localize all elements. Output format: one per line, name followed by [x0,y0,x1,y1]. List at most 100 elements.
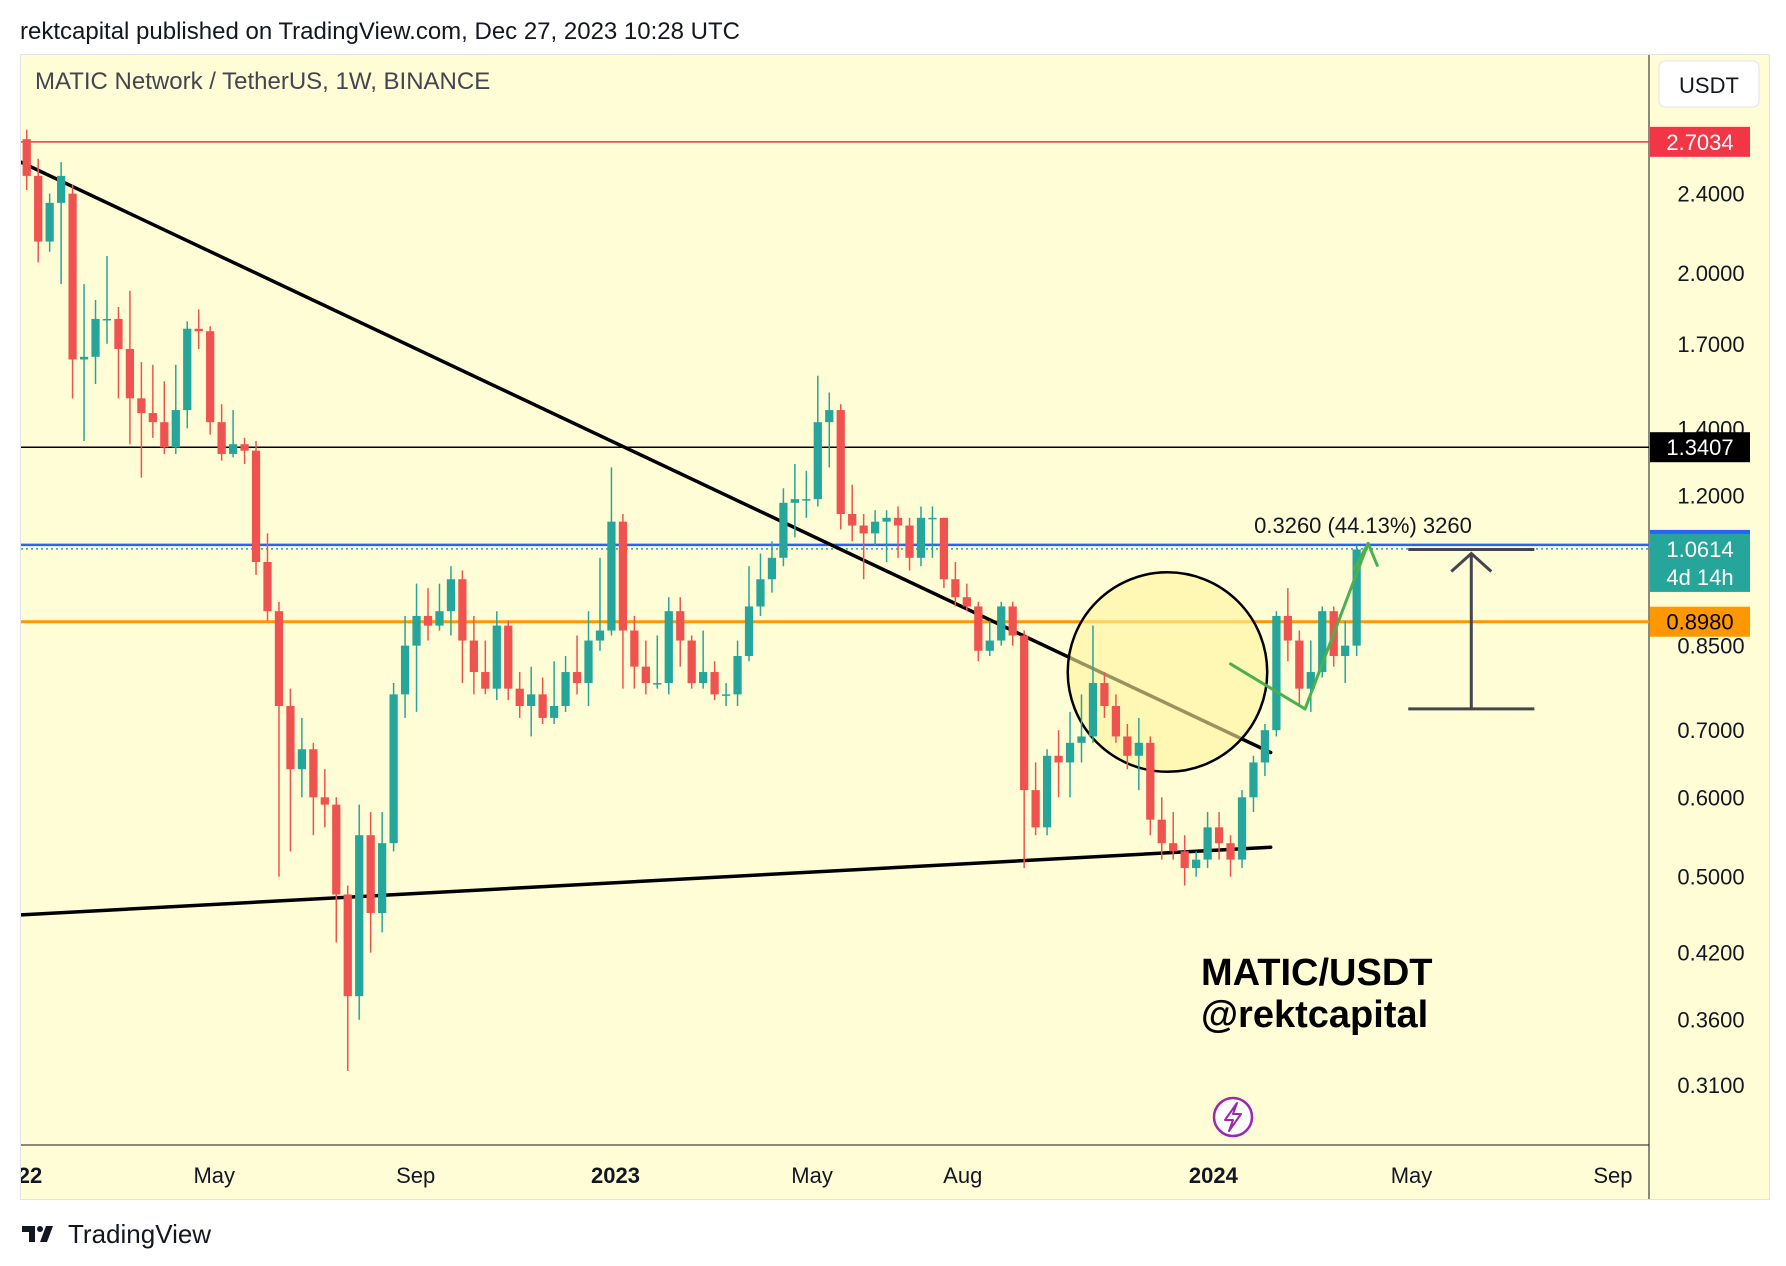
candle-body[interactable] [400,645,410,695]
candle-body[interactable] [515,688,524,706]
candle-body[interactable] [1295,640,1304,689]
price-chart[interactable]: 0.3260 (44.13%) 3260 3.00002.40002.00001… [21,55,1769,1199]
candle-body[interactable] [836,410,845,515]
candle-body[interactable] [378,843,387,913]
candle-body[interactable] [802,499,811,501]
candle-body[interactable] [1352,549,1361,646]
candle-body[interactable] [1100,683,1109,706]
candle-body[interactable] [481,672,490,689]
trendline[interactable] [21,160,1273,755]
candle-body[interactable] [733,656,742,695]
candle-body[interactable] [68,193,77,360]
candle-body[interactable] [435,611,444,626]
candle-body[interactable] [699,672,708,684]
candle-body[interactable] [1306,672,1315,689]
candle-body[interactable] [618,521,628,631]
candle-body[interactable] [125,348,135,399]
candle-body[interactable] [22,139,31,176]
projection-path[interactable] [1229,541,1379,711]
candle-body[interactable] [217,422,226,454]
candle-body[interactable] [641,666,650,684]
candle-body[interactable] [492,625,501,689]
candle-body[interactable] [985,640,994,651]
candle-body[interactable] [767,557,777,580]
candle-body[interactable] [1169,843,1178,852]
candle-body[interactable] [756,579,765,607]
candle-body[interactable] [160,422,169,448]
candle-body[interactable] [34,175,43,242]
candle-body[interactable] [1272,615,1281,731]
candle-body[interactable] [676,611,685,641]
candle-body[interactable] [91,318,100,357]
candle-body[interactable] [1031,790,1040,828]
candle-body[interactable] [951,579,960,598]
candle-body[interactable] [458,579,467,641]
candle-body[interactable] [538,694,547,718]
candle-body[interactable] [997,606,1006,641]
candle-body[interactable] [45,202,54,242]
candle-body[interactable] [251,450,261,563]
candle-body[interactable] [137,398,146,414]
candle-body[interactable] [721,694,731,696]
candle-body[interactable] [710,672,719,695]
candle-body[interactable] [1157,819,1166,844]
candle-body[interactable] [848,514,857,526]
candle-body[interactable] [1226,843,1235,860]
candle-body[interactable] [297,749,307,770]
candle-body[interactable] [1123,736,1132,756]
candle-body[interactable] [240,444,249,451]
candle-body[interactable] [1146,742,1155,820]
candle-body[interactable] [687,640,696,684]
candle-body[interactable] [1180,851,1189,869]
candle-body[interactable] [893,517,903,526]
candle-body[interactable] [1042,755,1052,828]
candle-body[interactable] [1077,736,1086,743]
candle-body[interactable] [183,328,192,411]
candle-body[interactable] [905,525,914,558]
candle-body[interactable] [974,606,983,651]
candle-body[interactable] [56,175,66,203]
candle-body[interactable] [366,835,375,913]
candle-body[interactable] [790,499,800,503]
highlight-circle[interactable] [1066,571,1269,774]
price-axis-background[interactable] [1649,55,1769,1145]
candle-body[interactable] [263,562,272,612]
candle-body[interactable] [1237,797,1247,860]
bolt-icon[interactable] [1212,1096,1254,1138]
candle-body[interactable] [1020,635,1029,791]
candle-body[interactable] [1203,827,1212,860]
candle-body[interactable] [171,410,180,448]
candle-body[interactable] [561,672,570,706]
trendline[interactable] [21,845,1273,917]
candle-body[interactable] [504,625,513,689]
candle-body[interactable] [343,894,352,997]
candle-body[interactable] [779,502,788,558]
candle-body[interactable] [1088,683,1098,737]
candle-body[interactable] [79,356,89,360]
candle-body[interactable] [1318,611,1327,673]
candle-body[interactable] [206,331,215,423]
candle-body[interactable] [320,797,329,805]
candle-body[interactable] [1008,606,1017,636]
candle-body[interactable] [423,615,433,626]
candle-body[interactable] [527,694,536,706]
candle-body[interactable] [1260,730,1270,763]
candle-body[interactable] [962,597,971,607]
candle-body[interactable] [1054,755,1063,763]
candle-body[interactable] [228,444,238,454]
candle-body[interactable] [1134,742,1143,756]
candle-body[interactable] [859,525,868,534]
candle-body[interactable] [744,606,754,657]
candle-body[interactable] [332,804,341,895]
candle-body[interactable] [286,705,295,770]
time-axis-background[interactable] [21,1145,1769,1199]
candle-body[interactable] [309,749,318,798]
candle-body[interactable] [194,328,203,332]
candle-body[interactable] [446,579,456,612]
candle-body[interactable] [825,410,834,423]
candle-body[interactable] [1249,762,1258,798]
candle-body[interactable] [148,413,157,423]
candle-body[interactable] [1283,615,1292,641]
candle-body[interactable] [630,630,639,667]
candle-body[interactable] [274,611,284,706]
